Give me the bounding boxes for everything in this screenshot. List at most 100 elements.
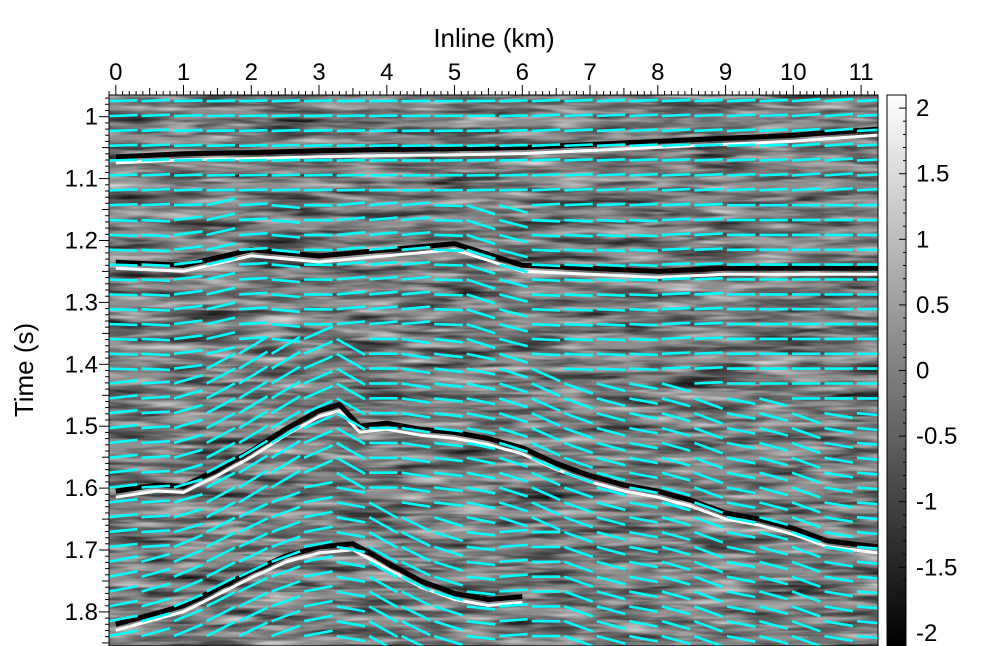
dip-segment xyxy=(759,486,789,497)
dip-segment xyxy=(726,605,756,614)
dip-segment xyxy=(401,231,431,237)
dip-segment xyxy=(173,388,203,400)
dip-segment xyxy=(271,203,301,210)
dip-segment xyxy=(238,439,269,459)
dip-segment xyxy=(791,456,821,470)
dip-segment xyxy=(434,278,463,282)
dip-segment xyxy=(141,293,171,297)
dip-segment xyxy=(401,411,431,419)
y-axis-label: Time (s) xyxy=(9,323,39,417)
dip-segment xyxy=(173,548,203,564)
dip-segment xyxy=(109,278,138,282)
dip-segment xyxy=(596,113,626,118)
dip-segment xyxy=(693,441,724,455)
dip-segment xyxy=(726,128,756,133)
dip-segment xyxy=(433,560,464,572)
dip-segment xyxy=(141,582,171,593)
dip-segment xyxy=(173,363,203,370)
dip-segment xyxy=(791,590,821,603)
dip-segment xyxy=(759,471,789,482)
dip-segment xyxy=(693,397,724,410)
dip-segment xyxy=(303,570,333,578)
dip-segment xyxy=(629,278,658,282)
dip-segment xyxy=(109,128,138,133)
dip-segment xyxy=(369,290,398,296)
dip-segment xyxy=(303,444,334,459)
dip-segment xyxy=(726,426,756,435)
dip-segment xyxy=(596,187,626,192)
dip-segment xyxy=(434,426,463,433)
colorbar-tick-label: -1.5 xyxy=(916,554,957,581)
dip-segment xyxy=(564,307,593,312)
dip-segment xyxy=(499,558,528,564)
dip-segment xyxy=(433,545,464,558)
dip-segment xyxy=(434,397,463,403)
dip-segment xyxy=(498,293,529,303)
dip-segment xyxy=(368,560,399,579)
dip-segment xyxy=(141,218,171,223)
dip-segment xyxy=(693,530,724,544)
dip-segment xyxy=(109,379,138,385)
dip-segment xyxy=(791,187,821,192)
dip-segment xyxy=(498,486,529,498)
dip-segment xyxy=(856,456,878,461)
dip-segment xyxy=(726,456,756,465)
dip-segment xyxy=(531,471,561,487)
dip-segment xyxy=(596,530,626,541)
x-tick-label: 1 xyxy=(177,59,190,86)
dip-segment xyxy=(401,634,426,646)
dip-segment xyxy=(596,575,626,586)
dip-segment xyxy=(824,501,854,509)
dip-segment xyxy=(661,128,691,133)
dip-segment xyxy=(401,471,431,479)
dip-segment xyxy=(173,259,203,266)
dip-segment xyxy=(661,113,691,118)
dip-segment xyxy=(694,321,723,326)
dip-segment xyxy=(629,397,659,405)
dip-segment xyxy=(141,278,171,283)
dip-segment xyxy=(109,218,138,223)
dip-segment xyxy=(109,438,138,445)
dip-segment xyxy=(791,530,821,544)
colorbar-tick-label: 0.5 xyxy=(916,292,949,319)
dip-segment xyxy=(434,456,463,463)
dip-segment xyxy=(759,143,788,148)
dip-segment xyxy=(109,394,138,400)
dip-segment xyxy=(238,395,269,415)
dip-segment xyxy=(629,233,658,238)
dip-segment xyxy=(693,456,724,470)
dip-segment xyxy=(206,531,236,549)
y-tick-label: 1.5 xyxy=(65,413,98,440)
dip-segment xyxy=(596,634,626,645)
dip-segment xyxy=(434,501,463,507)
dip-segment xyxy=(466,471,496,480)
dip-segment xyxy=(368,545,399,564)
dip-segment xyxy=(824,605,854,613)
x-tick-label: 11 xyxy=(849,59,874,86)
dip-segment xyxy=(629,441,659,450)
dip-segment xyxy=(596,486,626,497)
dip-segment xyxy=(401,456,431,464)
dip-segment xyxy=(498,471,529,483)
dip-segment xyxy=(726,560,756,569)
dip-segment xyxy=(856,187,878,192)
dip-segment xyxy=(336,367,366,386)
dip-segment xyxy=(499,99,528,103)
dip-segment xyxy=(141,322,171,327)
dip-segment xyxy=(726,486,756,495)
dip-segment xyxy=(791,545,821,559)
dip-segment xyxy=(466,278,496,290)
dip-segment xyxy=(368,605,399,624)
dip-segment xyxy=(434,471,463,478)
dip-segment xyxy=(824,515,854,524)
dip-segment xyxy=(693,411,724,425)
dip-segment xyxy=(466,307,496,320)
dip-segment xyxy=(726,113,756,118)
dip-segment xyxy=(401,290,431,296)
dip-segment xyxy=(173,374,203,385)
dip-segment xyxy=(433,634,464,646)
horizon-dark-0 xyxy=(115,126,878,160)
dip-segment xyxy=(726,143,756,148)
y-tick-label: 1.6 xyxy=(65,475,98,502)
horizon-light-0 xyxy=(115,133,878,165)
